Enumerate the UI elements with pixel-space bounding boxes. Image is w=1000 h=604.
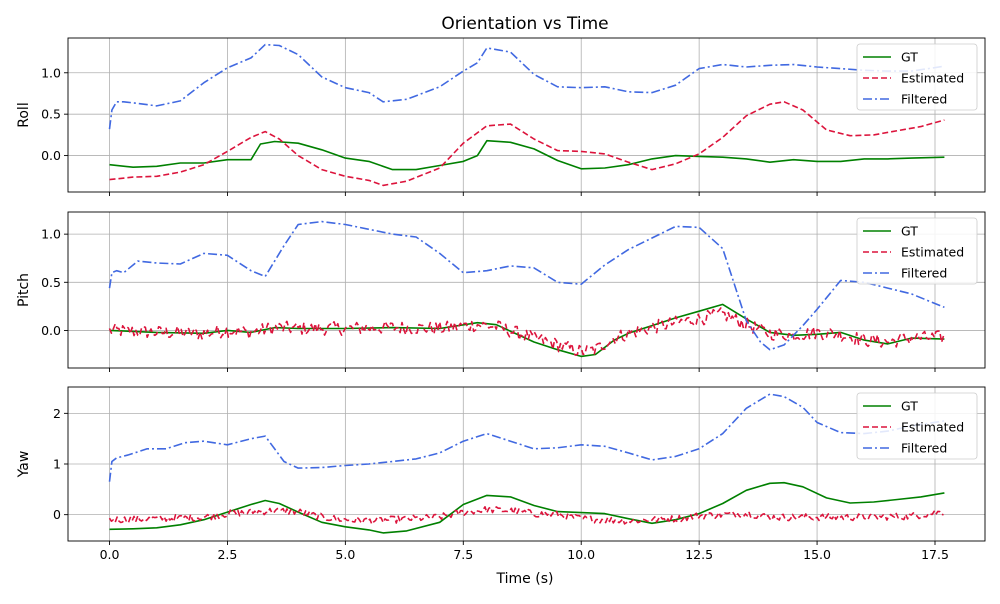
x-tick-label: 5.0 bbox=[335, 547, 355, 562]
legend: GT Estimated Filtered bbox=[856, 392, 978, 460]
axes-frame bbox=[67, 211, 986, 369]
x-axis-label: Time (s) bbox=[496, 571, 554, 587]
legend: GT Estimated Filtered bbox=[856, 43, 978, 111]
series-line-gt bbox=[109, 481, 945, 534]
legend-label-filtered: Filtered bbox=[901, 266, 947, 281]
y-axis-label: Yaw bbox=[16, 451, 32, 479]
x-tick-label: 10.0 bbox=[567, 547, 595, 562]
panel-pitch: 0.0 0.5 1.0 Pitch GT Estimated Filtered bbox=[16, 211, 986, 372]
axes-frame bbox=[67, 37, 986, 193]
series-line-filtered bbox=[108, 43, 945, 130]
series-line-estimated bbox=[109, 101, 945, 187]
x-tick-label: 2.5 bbox=[217, 547, 237, 562]
y-tick-label: 2 bbox=[53, 406, 61, 421]
panel-yaw: 0.0 2.5 5.0 7.5 10.0 12.5 15.0 17.5 0 1 2 Yaw GT Esti… bbox=[16, 386, 986, 562]
x-tick-label: 12.5 bbox=[685, 547, 713, 562]
series-line-estimated bbox=[108, 307, 945, 356]
x-tick-label: 15.0 bbox=[803, 547, 831, 562]
legend-label-filtered: Filtered bbox=[901, 441, 947, 456]
y-tick-label: 0.5 bbox=[41, 107, 61, 122]
series-line-gt bbox=[109, 303, 945, 358]
y-tick-label: 0.0 bbox=[41, 323, 61, 338]
series-line-filtered bbox=[108, 220, 945, 351]
legend-label-gt: GT bbox=[901, 224, 918, 239]
legend: GT Estimated Filtered bbox=[856, 217, 978, 285]
legend-label-gt: GT bbox=[901, 399, 918, 414]
x-tick-label: 7.5 bbox=[453, 547, 473, 562]
panel-roll: 0.0 0.5 1.0 Roll GT Estimated Filtered bbox=[16, 37, 986, 196]
series-line-filtered bbox=[108, 393, 945, 482]
legend-label-gt: GT bbox=[901, 50, 918, 65]
y-tick-label: 1 bbox=[53, 457, 61, 472]
legend-box bbox=[856, 392, 978, 460]
legend-label-filtered: Filtered bbox=[901, 92, 947, 107]
y-axis-label: Pitch bbox=[16, 273, 32, 307]
series-line-gt bbox=[109, 139, 945, 171]
y-axis-label: Roll bbox=[16, 102, 32, 127]
x-tick-label: 17.5 bbox=[921, 547, 949, 562]
legend-label-estimated: Estimated bbox=[901, 71, 964, 86]
y-tick-label: 1.0 bbox=[41, 65, 61, 80]
series-line-estimated bbox=[108, 506, 944, 525]
y-tick-label: 1.0 bbox=[41, 227, 61, 242]
y-tick-label: 0.0 bbox=[41, 148, 61, 163]
series-group bbox=[108, 393, 945, 534]
panels: 0.0 0.5 1.0 Roll GT Estimated Filtered 0.0 0.5 1.… bbox=[16, 37, 986, 562]
series-group bbox=[108, 43, 945, 187]
legend-label-estimated: Estimated bbox=[901, 245, 964, 260]
legend-label-estimated: Estimated bbox=[901, 420, 964, 435]
chart-title: Orientation vs Time bbox=[441, 14, 608, 34]
x-tick-label: 0.0 bbox=[100, 547, 120, 562]
y-tick-label: 0 bbox=[53, 507, 61, 522]
y-tick-label: 0.5 bbox=[41, 275, 61, 290]
legend-box bbox=[856, 43, 978, 111]
legend-box bbox=[856, 217, 978, 285]
series-group bbox=[108, 220, 945, 358]
